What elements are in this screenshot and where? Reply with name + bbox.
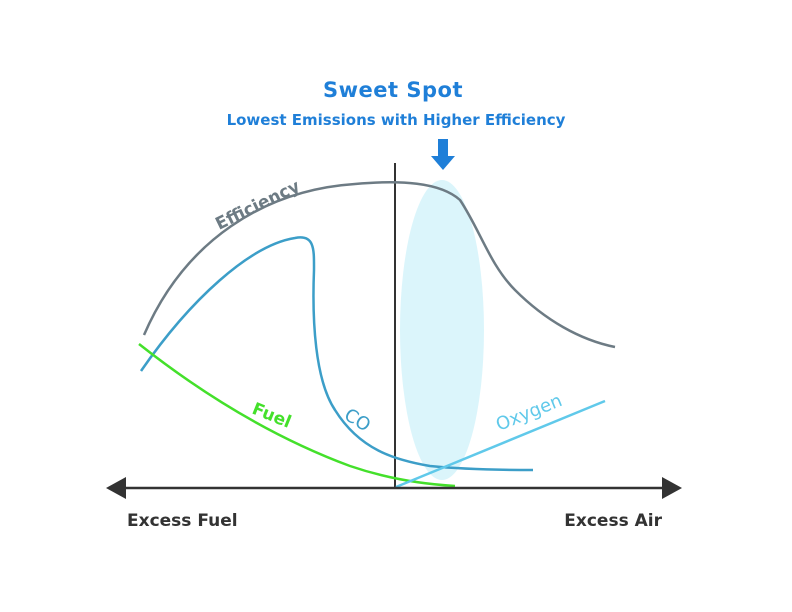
excess-air-label: Excess Air [564,511,662,531]
right-arrowhead-icon [662,477,682,499]
left-arrowhead-icon [106,477,126,499]
excess-fuel-label: Excess Fuel [127,511,238,531]
fuel-curve [138,343,456,488]
sweet-spot-zone [400,180,484,480]
co-curve [139,236,534,472]
efficiency-label: Efficiency [212,177,303,235]
oxygen-label: Oxygen [493,390,565,435]
efficiency-curve [142,181,616,349]
oxygen-line [395,399,606,489]
fuel-label: Fuel [249,399,294,433]
sweet-spot-arrow-icon [431,139,455,170]
co-label: CO [340,404,374,436]
diagram-title: Sweet Spot [323,78,463,102]
diagram-subtitle: Lowest Emissions with Higher Efficiency [227,111,566,129]
